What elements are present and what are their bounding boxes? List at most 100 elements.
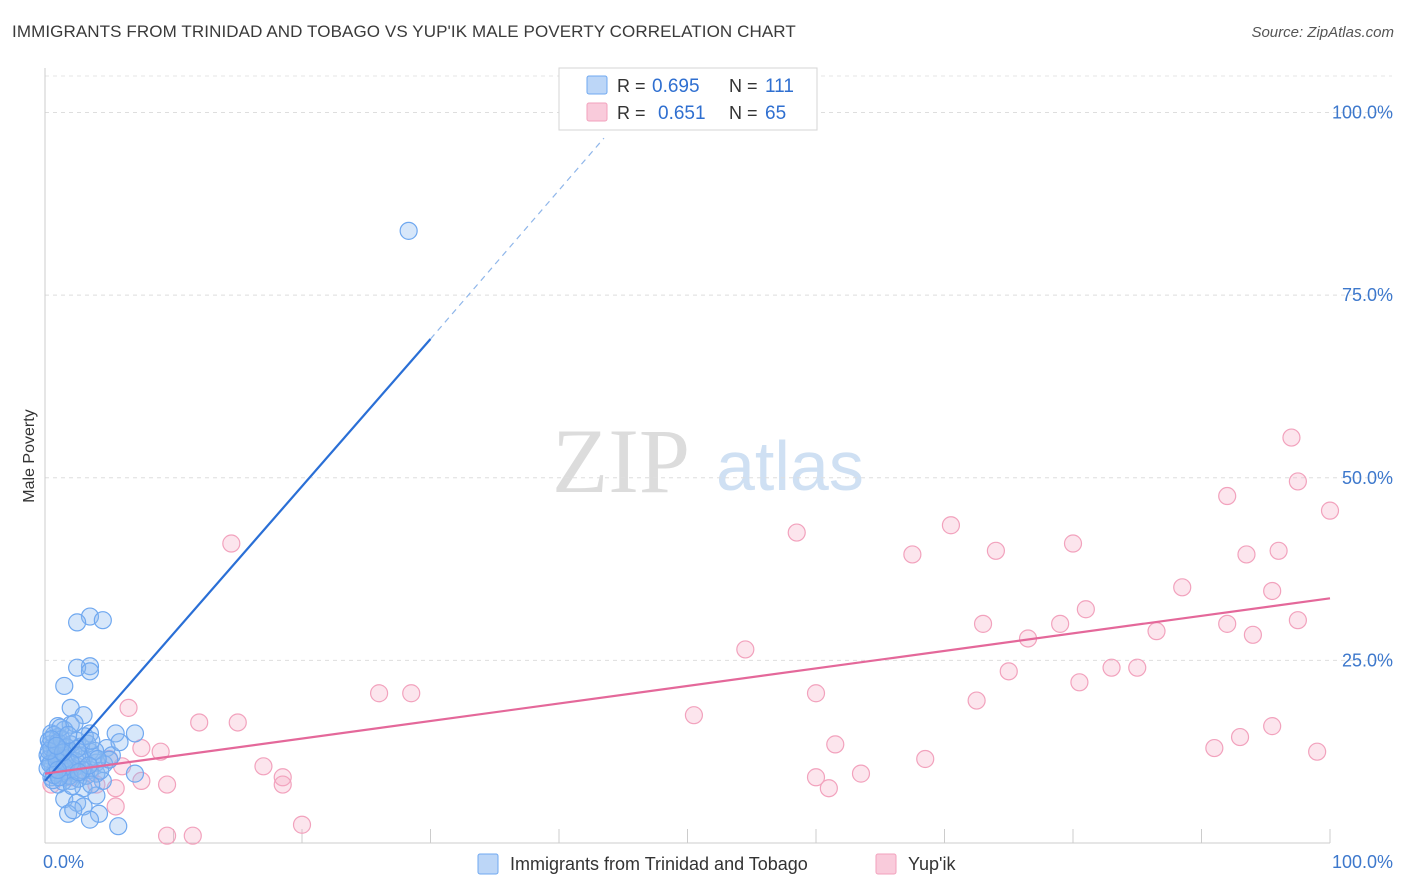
yupik-point-28 [370, 684, 389, 703]
yupik-point-38 [1308, 742, 1327, 761]
y-tick-label-0: 25.0% [1342, 650, 1393, 670]
yupik-point-8 [903, 545, 922, 564]
trinidad-point-15 [106, 724, 125, 743]
yupik-point-49 [273, 775, 292, 794]
yupik-point-36 [1230, 727, 1250, 747]
yupik-point-22 [736, 640, 755, 659]
yupik-point-32 [684, 706, 704, 725]
legend-n-value-1: 111 [765, 76, 794, 97]
trinidad-point-107 [69, 763, 88, 782]
gridlines [45, 75, 1392, 661]
yupik-point-47 [157, 775, 177, 794]
yupik-point-19 [1147, 622, 1166, 641]
trinidad-point-42 [87, 786, 106, 805]
trinidad-trend-extension [430, 137, 605, 340]
y-tick-label-3: 100.0% [1332, 103, 1393, 123]
yupik-point-45 [851, 764, 871, 783]
trinidad-point-99 [82, 731, 101, 750]
yupik-trend-line [44, 597, 1331, 775]
trinidad-point-7 [55, 676, 74, 696]
yupik-point-9 [986, 541, 1006, 560]
yupik-point-11 [1269, 541, 1288, 560]
yupik-point-15 [973, 614, 993, 633]
yupik-point-46 [806, 768, 826, 787]
trinidad-trend-line [44, 338, 432, 782]
trinidad-point-108 [59, 725, 78, 744]
watermark-zip: ZIP [552, 410, 690, 512]
legend-n-label-2: N = [729, 103, 758, 123]
trinidad-point-6 [80, 662, 100, 681]
yupik-point-4 [222, 534, 241, 553]
yupik-point-55 [106, 797, 125, 816]
series-legend-label-yupik: Yup'ik [908, 854, 956, 874]
series-legend-swatch-trinidad [477, 853, 499, 875]
trinidad-point-91 [65, 714, 84, 733]
legend-r-label-1: R = [617, 76, 646, 96]
y-tick-label-1: 50.0% [1342, 468, 1393, 488]
yupik-point-10 [1237, 545, 1256, 564]
trend-lines [44, 137, 1331, 782]
correlation-legend: R = 0.695 N = 111 R = 0.651 N = 65 [558, 67, 818, 131]
yupik-point-25 [1128, 658, 1147, 677]
legend-r-label-2: R = [617, 103, 646, 123]
yupik-point-34 [228, 713, 247, 732]
yupik-point-48 [819, 779, 838, 798]
yupik-point-27 [806, 684, 826, 703]
yupik-point-44 [273, 768, 292, 787]
yupik-point-62 [183, 826, 202, 845]
series-legend-swatch-yupik [875, 853, 897, 875]
yupik-point-30 [967, 691, 986, 710]
yupik-point-6 [941, 516, 961, 535]
yupik-point-7 [1063, 534, 1083, 553]
yupik-point-17 [1218, 614, 1237, 633]
trinidad-point-74 [110, 733, 129, 752]
yupik-point-39 [826, 735, 845, 754]
yupik-point-31 [119, 698, 138, 717]
watermark-atlas: atlas [716, 427, 864, 505]
yupik-point-26 [1070, 673, 1089, 692]
yupik-point-20 [1243, 625, 1263, 644]
yupik-point-13 [1263, 581, 1282, 601]
trinidad-point-109 [47, 736, 66, 755]
y-tick-label-2: 75.0% [1342, 285, 1393, 305]
y-axis-label: Male Poverty [21, 409, 38, 502]
yupik-point-40 [151, 742, 170, 761]
legend-swatch-blue [586, 75, 608, 95]
legend-n-label-1: N = [729, 76, 758, 96]
yupik-point-35 [1263, 717, 1282, 736]
trinidad-point-71 [82, 775, 101, 794]
x-tick-label-0: 0.0% [43, 852, 84, 872]
x-tick-label-1: 100.0% [1332, 852, 1393, 872]
yupik-point-0 [1282, 428, 1301, 447]
yupik-point-1 [1288, 472, 1307, 491]
legend-swatch-pink [586, 102, 608, 122]
trinidad-point-39 [125, 764, 145, 783]
yupik-point-23 [999, 662, 1018, 681]
yupik-point-18 [1288, 611, 1307, 630]
chart-source: Source: ZipAtlas.com [1251, 24, 1394, 41]
trinidad-point-3 [93, 611, 112, 630]
trinidad-point-2 [68, 613, 87, 632]
yupik-point-60 [292, 815, 312, 834]
yupik-point-14 [1076, 600, 1095, 619]
series-legend-label-trinidad: Immigrants from Trinidad and Tobago [510, 854, 808, 874]
trinidad-point-47 [64, 801, 83, 820]
yupik-point-2 [1320, 501, 1340, 520]
yupik-point-12 [1173, 578, 1192, 597]
yupik-point-42 [254, 757, 273, 776]
scatter-points [38, 221, 1340, 845]
legend-r-value-2: 0.651 [658, 103, 706, 124]
yupik-point-16 [1051, 614, 1070, 633]
yupik-point-29 [402, 684, 421, 703]
yupik-point-5 [787, 523, 806, 542]
yupik-point-41 [916, 749, 935, 769]
trinidad-point-49 [80, 810, 100, 829]
legend-r-value-1: 0.695 [652, 76, 700, 97]
trinidad-point-48 [89, 804, 109, 823]
yupik-point-3 [1218, 486, 1237, 506]
chart-title: IMMIGRANTS FROM TRINIDAD AND TOBAGO VS Y… [12, 22, 796, 41]
yupik-point-24 [1102, 658, 1121, 677]
trinidad-point-16 [125, 724, 145, 743]
yupik-point-50 [132, 771, 151, 791]
